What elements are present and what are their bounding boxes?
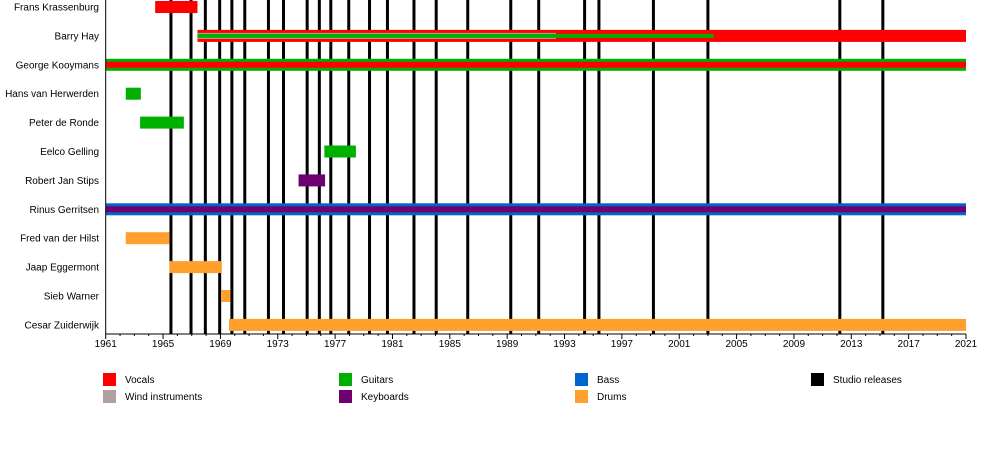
studio-release-line <box>317 0 321 334</box>
x-tick-label: 1993 <box>553 339 576 350</box>
member-label: George Kooymans <box>16 60 99 71</box>
studio-release-line <box>243 0 247 334</box>
x-tick-label: 2005 <box>725 339 748 350</box>
legend-label: Bass <box>597 375 619 386</box>
studio-release-line <box>583 0 587 334</box>
studio-release-line <box>189 0 193 334</box>
studio-release-lines <box>169 0 885 334</box>
x-tick-label: 1989 <box>496 339 519 350</box>
studio-release-line <box>651 0 655 334</box>
studio-release-line <box>412 0 416 334</box>
member-bar-drums <box>221 290 231 302</box>
member-label: Jaap Eggermont <box>26 263 100 274</box>
member-label: Peter de Ronde <box>29 118 99 129</box>
member-bar-drums <box>125 232 170 245</box>
member-label: Frans Krassenburg <box>14 3 99 14</box>
member-labels: Frans Krassenburg Barry Hay George Kooyman… <box>5 3 100 332</box>
studio-release-line <box>881 0 885 334</box>
legend-swatch <box>103 373 116 386</box>
member-bar-keyboards <box>105 206 966 213</box>
studio-release-line <box>347 0 351 334</box>
member-label: Barry Hay <box>55 31 99 42</box>
legend-swatch <box>103 390 116 403</box>
legend-label: Guitars <box>361 375 393 386</box>
member-label: Hans van Herwerden <box>5 89 99 100</box>
member-bar-vocals <box>155 1 198 13</box>
member-label: Robert Jan Stips <box>25 176 99 187</box>
legend-label: Studio releases <box>833 375 902 386</box>
member-bars <box>105 1 967 331</box>
studio-release-line <box>305 0 309 334</box>
member-bar-vocals <box>105 61 966 68</box>
x-tick-label: 2001 <box>668 339 691 350</box>
legend-label: Keyboards <box>361 392 409 403</box>
member-bar-guitars <box>125 87 141 100</box>
member-label: Cesar Zuiderwijk <box>25 320 100 331</box>
studio-release-line <box>434 0 438 334</box>
legend-swatch <box>339 390 352 403</box>
member-label: Rinus Gerritsen <box>30 205 99 216</box>
member-bar-keyboards <box>298 174 326 187</box>
studio-release-line <box>838 0 842 334</box>
x-tick-label: 1973 <box>267 339 290 350</box>
member-bar-drums <box>169 261 222 274</box>
x-tick-label: 1997 <box>611 339 634 350</box>
legend-swatch <box>575 390 588 403</box>
member-bar-guitars <box>197 33 714 38</box>
x-tick-label: 1961 <box>95 339 118 350</box>
legend-label: Wind instruments <box>125 392 202 403</box>
legend-swatch <box>811 373 824 386</box>
legend: Vocals Wind instruments Guitars Keyboards Ba… <box>103 373 902 403</box>
x-tick-label: 2009 <box>783 339 806 350</box>
x-tick-label: 2021 <box>955 339 978 350</box>
x-tick-label: 1969 <box>209 339 232 350</box>
studio-release-line <box>597 0 601 334</box>
legend-label: Drums <box>597 392 626 403</box>
legend-label: Vocals <box>125 375 154 386</box>
member-label: Sieb Warner <box>44 292 100 303</box>
member-bar-guitars <box>324 145 356 158</box>
studio-release-line <box>266 0 270 334</box>
legend-swatch <box>575 373 588 386</box>
x-tick-label: 2013 <box>840 339 863 350</box>
x-axis: 1961 1965 1969 1973 1977 1981 1985 1989 1993 1997… <box>95 0 978 350</box>
studio-release-line <box>368 0 372 334</box>
studio-release-line <box>466 0 470 334</box>
member-bar-guitars <box>140 116 184 129</box>
studio-release-line <box>329 0 333 334</box>
x-tick-label: 1977 <box>324 339 347 350</box>
x-tick-label: 1985 <box>439 339 462 350</box>
studio-release-line <box>203 0 207 334</box>
member-bar-drums <box>229 318 967 331</box>
studio-release-line <box>281 0 285 334</box>
legend-swatch <box>339 373 352 386</box>
studio-release-line <box>385 0 389 334</box>
studio-release-line <box>509 0 513 334</box>
studio-release-line <box>218 0 222 334</box>
x-tick-label: 2017 <box>898 339 921 350</box>
x-tick-label: 1981 <box>381 339 404 350</box>
member-label: Fred van der Hilst <box>20 234 99 245</box>
studio-release-line <box>169 0 173 334</box>
x-tick-label: 1965 <box>152 339 175 350</box>
member-label: Eelco Gelling <box>40 147 99 158</box>
studio-release-line <box>230 0 234 334</box>
studio-release-line <box>706 0 710 334</box>
studio-release-line <box>537 0 541 334</box>
